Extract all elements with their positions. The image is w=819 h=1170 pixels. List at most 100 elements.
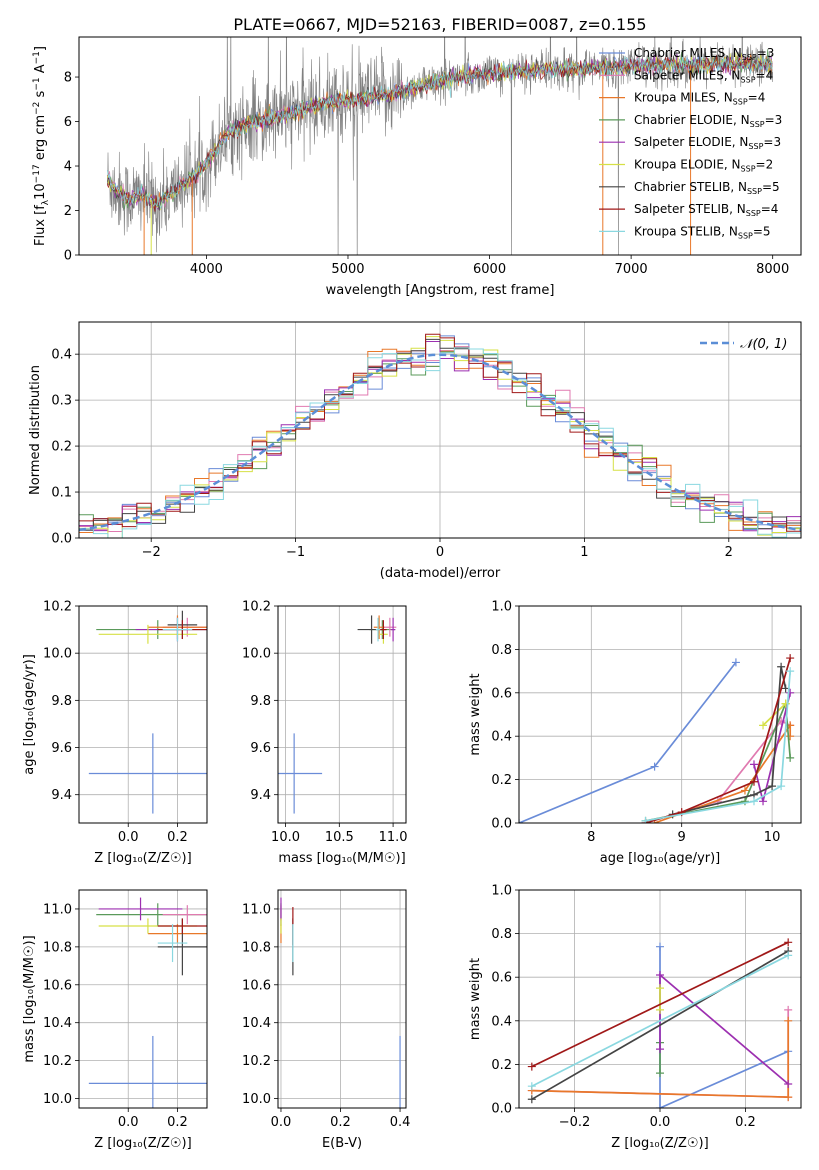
legend-n-symbol: , N bbox=[716, 91, 733, 105]
weight-series-line bbox=[519, 661, 737, 823]
x-axis-label: Z [log₁₀(Z/Z☉)] bbox=[611, 1136, 708, 1151]
errorbar-marks bbox=[278, 615, 397, 814]
weight-series-line bbox=[531, 950, 789, 1101]
legend-subscript: SSP bbox=[746, 209, 761, 218]
legend-nssp-value: =3 bbox=[757, 46, 775, 60]
x-axis-label: wavelength [Angstrom, rest frame] bbox=[326, 283, 555, 298]
y-tick-label: 10.6 bbox=[242, 978, 271, 993]
x-tick-label: 11.0 bbox=[379, 830, 408, 845]
y-tick-label: 10.0 bbox=[242, 1092, 271, 1107]
x-tick-label: 0.0 bbox=[650, 1115, 671, 1130]
x-axis-label: mass [log₁₀(M/M☉)] bbox=[278, 851, 405, 866]
weight-point-marker bbox=[740, 797, 749, 806]
x-axis-label: (data-model)/error bbox=[380, 566, 501, 581]
x-tick-label: 0.0 bbox=[118, 830, 139, 845]
y-axis-label-part: 10 bbox=[33, 183, 48, 200]
y-tick-label: 10.2 bbox=[43, 600, 72, 615]
legend-nssp-value: =2 bbox=[756, 158, 774, 172]
legend-entry: Salpeter STELIB, NSSP=4 bbox=[634, 202, 778, 218]
x-tick-label: 10 bbox=[764, 830, 781, 845]
x-tick-label: 5000 bbox=[331, 262, 364, 277]
legend-entry: Kroupa MILES, NSSP=4 bbox=[634, 91, 765, 107]
y-tick-label: 10.0 bbox=[43, 1092, 72, 1107]
weight-point-marker bbox=[641, 816, 650, 823]
y-tick-label: 0.0 bbox=[51, 532, 72, 547]
weight-point-marker bbox=[527, 1082, 536, 1091]
legend-entry: Salpeter MILES, NSSP=4 bbox=[634, 68, 773, 84]
axes-frame bbox=[518, 605, 802, 824]
axes-frame bbox=[78, 36, 802, 256]
weight-point-marker bbox=[750, 760, 758, 769]
age-vs-mass-panel: 10.0 10.5 11.0 9.4 9.6 9.8 10.0 10.2 mass [log₁₀… bbox=[242, 600, 408, 867]
weight-point-marker bbox=[784, 1080, 793, 1089]
x-tick-label: 10.5 bbox=[325, 830, 354, 845]
y-axis-label-part: ] bbox=[33, 46, 48, 51]
legend-model-name: Salpeter STELIB bbox=[634, 202, 729, 216]
weight-point-marker bbox=[784, 951, 793, 960]
weight-point-marker bbox=[527, 1095, 536, 1104]
weight-point-marker bbox=[656, 984, 664, 993]
normal-distribution-curve bbox=[79, 353, 801, 532]
y-tick-label: 10.2 bbox=[43, 1054, 72, 1069]
weight-series-line bbox=[531, 954, 789, 1087]
y-tick-label: 10.2 bbox=[242, 600, 271, 615]
mass-vs-metallicity-panel: 0.0 0.2 10.0 10.2 10.4 10.6 10.8 11.0 Z [log₁₀(Z… bbox=[22, 889, 208, 1151]
legend-nssp-value: =5 bbox=[753, 224, 771, 238]
y-axis-label-part: −1 bbox=[32, 51, 42, 64]
y-tick-label: 9.8 bbox=[51, 694, 72, 709]
legend-n-symbol: , N bbox=[729, 202, 746, 216]
legend-entry: Salpeter ELODIE, NSSP=3 bbox=[634, 135, 781, 151]
legend-entry: Kroupa ELODIE, NSSP=2 bbox=[634, 158, 773, 174]
histogram-steps bbox=[79, 333, 801, 538]
y-tick-label: 0.4 bbox=[491, 730, 512, 745]
weight-series-line bbox=[659, 946, 789, 1108]
age-vs-metallicity-panel: 0.0 0.2 9.4 9.6 9.8 10.0 10.2 Z [log₁₀(Z/Z☉)] ag… bbox=[22, 600, 208, 866]
axes-frame bbox=[277, 889, 407, 1109]
y-tick-label: 10.4 bbox=[43, 1016, 72, 1031]
x-axis-label: E(B-V) bbox=[322, 1136, 362, 1151]
legend-n-symbol: , N bbox=[724, 158, 741, 172]
y-axis-label-part: −1 bbox=[32, 77, 42, 90]
legend-entry: Chabrier MILES, NSSP=3 bbox=[634, 46, 774, 62]
y-axis-label: mass weight bbox=[468, 958, 483, 1040]
y-axis-label-part: A bbox=[33, 64, 48, 77]
y-tick-label: 0.0 bbox=[491, 1102, 512, 1117]
weight-point-marker bbox=[656, 1005, 664, 1014]
weight-point-marker bbox=[777, 782, 786, 791]
weight-series-line bbox=[531, 941, 789, 1068]
axes-frame bbox=[78, 889, 208, 1109]
weight-point-marker bbox=[784, 1016, 793, 1025]
weight-point-marker bbox=[656, 971, 664, 980]
weight-point-marker bbox=[656, 1069, 664, 1078]
y-axis-label-part: s bbox=[33, 90, 48, 101]
weight-series-line bbox=[645, 671, 792, 822]
x-tick-label: 10.0 bbox=[271, 830, 300, 845]
x-tick-label: 0.0 bbox=[118, 1115, 139, 1130]
y-tick-label: 0.4 bbox=[491, 1014, 512, 1029]
weight-point-marker bbox=[750, 777, 758, 786]
histogram-step-line bbox=[79, 347, 801, 538]
figure-title: PLATE=0667, MJD=52163, FIBERID=0087, z=0… bbox=[233, 15, 646, 34]
weight-point-marker bbox=[784, 1093, 793, 1102]
legend-subscript: SSP bbox=[750, 120, 765, 129]
x-tick-label: 7000 bbox=[615, 262, 648, 277]
y-axis-label: Normed distribution bbox=[28, 365, 43, 495]
y-tick-label: 4 bbox=[64, 160, 72, 175]
y-tick-label: 11.0 bbox=[43, 902, 72, 917]
legend-n-symbol: , N bbox=[730, 180, 747, 194]
y-axis-label-part: −2 bbox=[32, 102, 42, 115]
y-tick-label: 10.8 bbox=[43, 940, 72, 955]
x-tick-label: 8 bbox=[587, 830, 595, 845]
y-tick-label: 1.0 bbox=[491, 884, 512, 899]
axes-frame bbox=[518, 889, 802, 1109]
errorbar-marks bbox=[88, 610, 207, 814]
weight-point-marker bbox=[759, 721, 768, 730]
legend-subscript: SSP bbox=[742, 53, 757, 62]
legend-nssp-value: =3 bbox=[765, 113, 783, 127]
y-tick-label: 10.4 bbox=[242, 1016, 271, 1031]
weight-point-marker bbox=[656, 942, 664, 951]
weight-point-marker bbox=[784, 938, 793, 947]
x-axis-label: Z [log₁₀(Z/Z☉)] bbox=[94, 1136, 191, 1151]
x-axis-label: Z [log₁₀(Z/Z☉)] bbox=[94, 851, 191, 866]
